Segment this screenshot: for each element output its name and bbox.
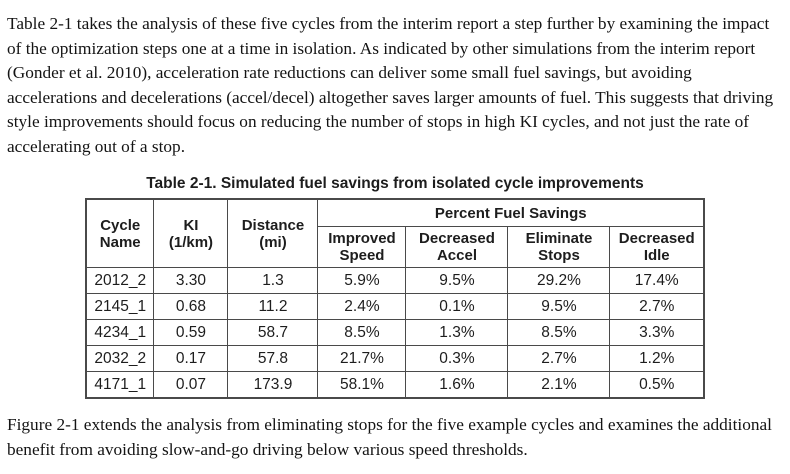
table-cell: 2032_2 [85,345,155,372]
table-cell: 1.2% [609,345,705,372]
table-cell: 3.30 [153,267,229,294]
table-cell: 2.7% [609,293,705,320]
subheader-eliminate-stops: Eliminate Stops [507,226,611,268]
table-cell: 1.3 [227,267,319,294]
table-cell: 1.3% [405,319,509,346]
header-line: Cycle [100,216,141,234]
header-line: Distance [241,216,305,234]
table-cell: 2012_2 [85,267,155,294]
table-cell: 0.59 [153,319,229,346]
table-cell: 11.2 [227,293,319,320]
header-line: Improved [328,230,396,247]
table-row: 2145_1 0.68 11.2 2.4% 0.1% 9.5% 2.7% [85,293,705,320]
table-cell: 2.4% [317,293,407,320]
subheader-improved-speed: Improved Speed [317,226,407,268]
intro-paragraph: Table 2-1 takes the analysis of these fi… [7,14,774,156]
header-line: Idle [643,247,670,264]
header-line: Eliminate [525,230,593,247]
closing-paragraph: Figure 2-1 extends the analysis from eli… [7,415,772,459]
table-cell: 8.5% [317,319,407,346]
table-cell: 21.7% [317,345,407,372]
table-title: Table 2-1. Simulated fuel savings from i… [146,175,644,192]
table-row: 4171_1 0.07 173.9 58.1% 1.6% 2.1% 0.5% [85,371,705,399]
table-block: Table 2-1. Simulated fuel savings from i… [7,175,783,399]
table-cell: 58.7 [227,319,319,346]
table-cell: 29.2% [507,267,611,294]
table-cell: 0.3% [405,345,509,372]
header-row-top: Cycle Name KI (1/km) Distance (mi) Perce… [85,198,705,268]
table-cell: 2.7% [507,345,611,372]
table-cell: 0.68 [153,293,229,320]
table-cell: 8.5% [507,319,611,346]
header-line: Decreased [618,230,695,247]
table-cell: 3.3% [609,319,705,346]
table-cell: 5.9% [317,267,407,294]
fuel-savings-table: Cycle Name KI (1/km) Distance (mi) Perce… [84,198,706,399]
table-cell: 2145_1 [85,293,155,320]
table-cell: 17.4% [609,267,705,294]
table-row: 2032_2 0.17 57.8 21.7% 0.3% 2.7% 1.2% [85,345,705,372]
col-header-cycle-name: Cycle Name [85,198,155,268]
table-row: 2012_2 3.30 1.3 5.9% 9.5% 29.2% 17.4% [85,267,705,294]
table-cell: 1.6% [405,371,509,399]
header-row-sub: Improved Speed Decreased Accel Eliminate… [86,226,705,268]
table-cell: 4234_1 [85,319,155,346]
header-line: Accel [436,247,477,264]
header-line: (1/km) [168,233,214,251]
table-cell: 4171_1 [85,371,155,399]
subheader-decreased-accel: Decreased Accel [405,226,509,268]
table-cell: 0.5% [609,371,705,399]
table-cell: 0.17 [153,345,229,372]
table-cell: 9.5% [507,293,611,320]
header-line: Name [99,233,141,251]
header-line: Speed [339,247,385,264]
header-line: KI [183,216,199,234]
col-header-ki: KI (1/km) [153,198,229,268]
header-line: (mi) [259,233,287,251]
col-header-distance: Distance (mi) [227,198,319,268]
table-cell: 0.07 [153,371,229,399]
table-cell: 2.1% [507,371,611,399]
table-row: 4234_1 0.59 58.7 8.5% 1.3% 8.5% 3.3% [85,319,705,346]
table-cell: 58.1% [317,371,407,399]
table-cell: 57.8 [227,345,319,372]
group-header-percent-fuel-savings: Percent Fuel Savings [317,198,705,227]
table-cell: 9.5% [405,267,509,294]
table-cell: 0.1% [405,293,509,320]
table-cell: 173.9 [227,371,319,399]
header-line: Decreased [419,230,495,247]
header-line: Stops [538,247,580,264]
subheader-decreased-idle: Decreased Idle [609,226,705,268]
